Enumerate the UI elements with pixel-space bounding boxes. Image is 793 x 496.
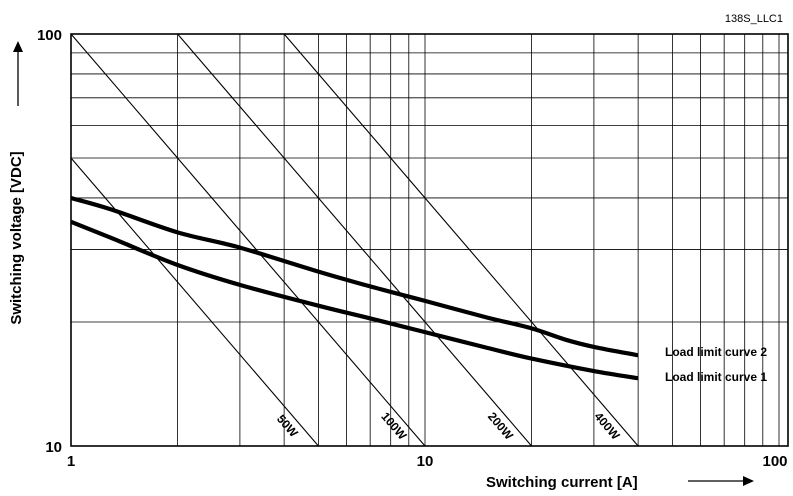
curve-label-1: Load limit curve 1 [665,370,767,384]
curve-label-2: Load limit curve 2 [665,345,767,359]
x-tick-label-10: 10 [417,453,434,470]
power-line-50W [70,157,319,447]
grid [70,33,788,447]
y-axis-title: Switching voltage [VDC] [8,151,25,324]
power-label-400W: 400W [591,409,622,442]
figure-code: 138S_LLC1 [725,13,783,25]
power-line-200W [177,33,532,447]
y-tick-label-100: 100 [37,27,62,44]
y-axis-arrow [13,41,23,106]
x-axis-title: Switching current [A] [486,474,638,491]
plot-frame [70,33,789,447]
series-line-curve-2 [70,195,639,358]
power-label-50W: 50W [274,412,301,440]
x-tick-label-100: 100 [762,453,787,470]
x-tick-label-1: 1 [67,453,75,470]
series-line-curve-1 [70,219,639,381]
power-label-100W: 100W [378,409,409,442]
labels: 138S_LLC1 1 10 100 100 10 Switching curr… [8,13,788,491]
power-line-400W [283,33,639,447]
power-line-100W [70,33,426,447]
load-limit-curves [70,195,639,381]
power-lines: 50W 100W 200W 400W [70,33,639,447]
power-label-200W: 200W [485,409,516,442]
y-tick-label-10: 10 [45,439,62,456]
x-axis-arrow [688,476,754,486]
